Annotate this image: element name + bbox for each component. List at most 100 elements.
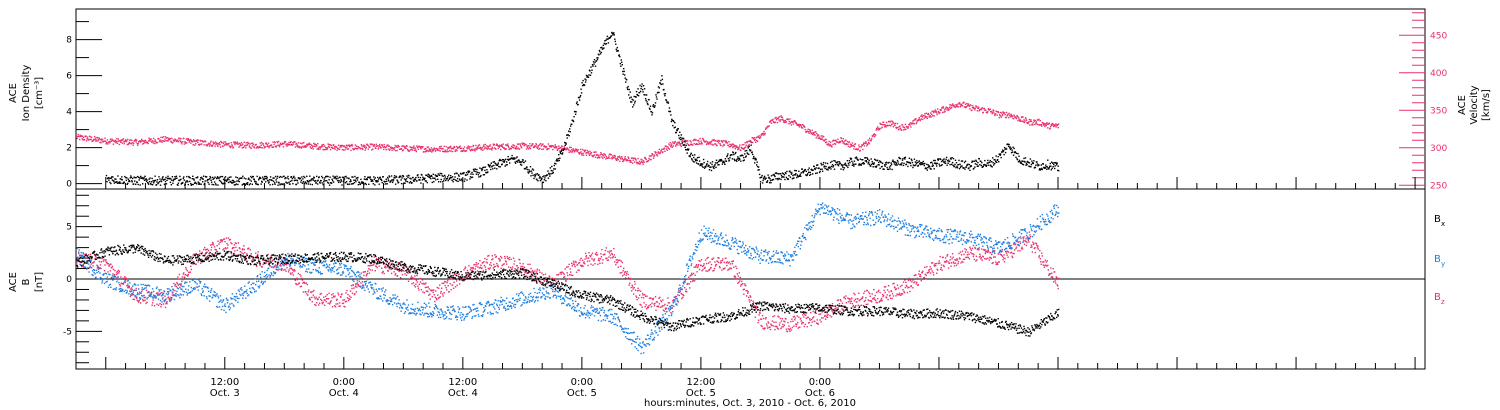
velocity-point [323,148,325,151]
density-point [720,158,723,161]
velocity-point [572,148,574,150]
density-point [964,168,966,170]
density-point [826,168,828,170]
density-point [320,179,322,182]
velocity-point [438,149,440,151]
bz-point [469,276,471,278]
velocity-point [532,143,534,145]
velocity-point [289,144,291,146]
velocity-point [1027,122,1029,125]
density-point [204,180,206,182]
density-point [316,175,318,178]
velocity-point [431,150,433,152]
density-point [1002,150,1005,152]
velocity-point [173,140,176,142]
velocity-point [546,148,549,151]
bz-point [241,249,243,251]
velocity-point [832,143,834,146]
velocity-point [164,136,167,138]
velocity-point [175,139,177,141]
bz-point [492,267,494,269]
density-point [292,176,295,179]
density-point [586,75,589,77]
bz-point [243,248,245,251]
density-point [398,176,400,179]
velocity-point [922,118,924,121]
bz-point [447,279,449,282]
density-point [511,154,513,157]
velocity-point [854,143,857,145]
bz-point [243,245,245,247]
velocity-point [989,108,991,110]
density-point [532,169,535,171]
density-point [930,162,932,164]
density-point [1036,163,1039,165]
bz-point [390,268,392,271]
bz-point [188,271,190,273]
velocity-point [165,140,167,142]
density-point [484,169,486,172]
density-point [337,181,340,184]
density-point [126,183,128,185]
velocity-point [657,151,660,153]
velocity-point [183,137,185,140]
velocity-point [1032,121,1035,124]
bz-point [333,296,335,298]
density-point [650,111,653,113]
density-point [680,136,682,139]
density-point [646,103,649,105]
density-point [261,181,263,183]
velocity-point [834,143,837,145]
velocity-point [316,145,318,147]
bz-point [197,261,199,263]
velocity-point [1034,119,1037,122]
velocity-point [974,109,976,111]
density-point [895,161,897,164]
density-point [560,150,562,152]
velocity-point [629,161,631,163]
bz-point [360,272,363,274]
velocity-point [792,123,795,125]
density-point [1002,150,1004,153]
density-point [1057,169,1059,172]
velocity-point [152,137,155,140]
velocity-point [620,158,622,160]
density-point [636,94,639,96]
density-point [922,160,924,163]
velocity-point [798,123,800,126]
velocity-point [756,140,759,142]
velocity-point [474,148,477,150]
bz-point [512,257,515,259]
velocity-point [393,149,395,151]
velocity-point [227,144,229,146]
density-point [971,161,973,163]
velocity-point [451,150,454,153]
velocity-point [141,140,143,142]
velocity-point [250,147,252,149]
velocity-point [337,147,339,150]
velocity-point [150,138,152,140]
density-point [921,162,923,164]
density-point [1011,149,1013,151]
density-point [262,176,264,178]
bz-point [131,287,133,289]
velocity-point [355,147,357,149]
bz-point [316,302,318,304]
velocity-point [129,142,131,144]
bz-point [503,263,505,265]
bz-point [187,274,189,276]
density-point [195,177,197,179]
velocity-point [578,153,581,155]
velocity-point [222,145,224,147]
density-point [391,179,393,181]
density-point [491,165,493,167]
bz-point [273,265,276,267]
velocity-point [424,151,427,153]
bz-point [386,266,388,268]
density-point [973,160,976,162]
bz-point [529,263,531,265]
density-point [729,157,731,159]
bz-point [339,305,341,307]
velocity-point [430,147,432,149]
density-point [1004,151,1007,154]
